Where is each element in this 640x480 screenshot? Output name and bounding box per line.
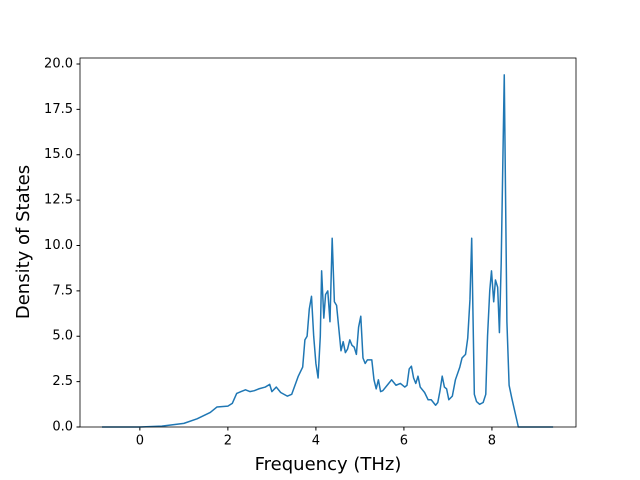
y-tick-label: 20.0 [44,56,73,71]
y-tick-label: 12.5 [44,193,73,208]
x-tick-label: 0 [136,434,144,449]
x-tick-label: 6 [400,434,408,449]
y-tick-label: 17.5 [44,102,73,117]
y-tick-label: 7.5 [52,283,73,298]
x-tick-label: 8 [488,434,496,449]
y-tick-label: 5.0 [52,329,73,344]
plot-frame [79,57,577,428]
y-axis-label: Density of States [13,165,34,319]
dos-line [102,74,554,428]
x-tick-label: 2 [224,434,232,449]
x-tick-label: 4 [312,434,320,449]
x-axis-label: Frequency (THz) [255,454,402,475]
y-tick-label: 10.0 [44,238,73,253]
y-tick-label: 15.0 [44,147,73,162]
y-tick-label: 2.5 [52,374,73,389]
y-tick-label: 0.0 [52,420,73,435]
